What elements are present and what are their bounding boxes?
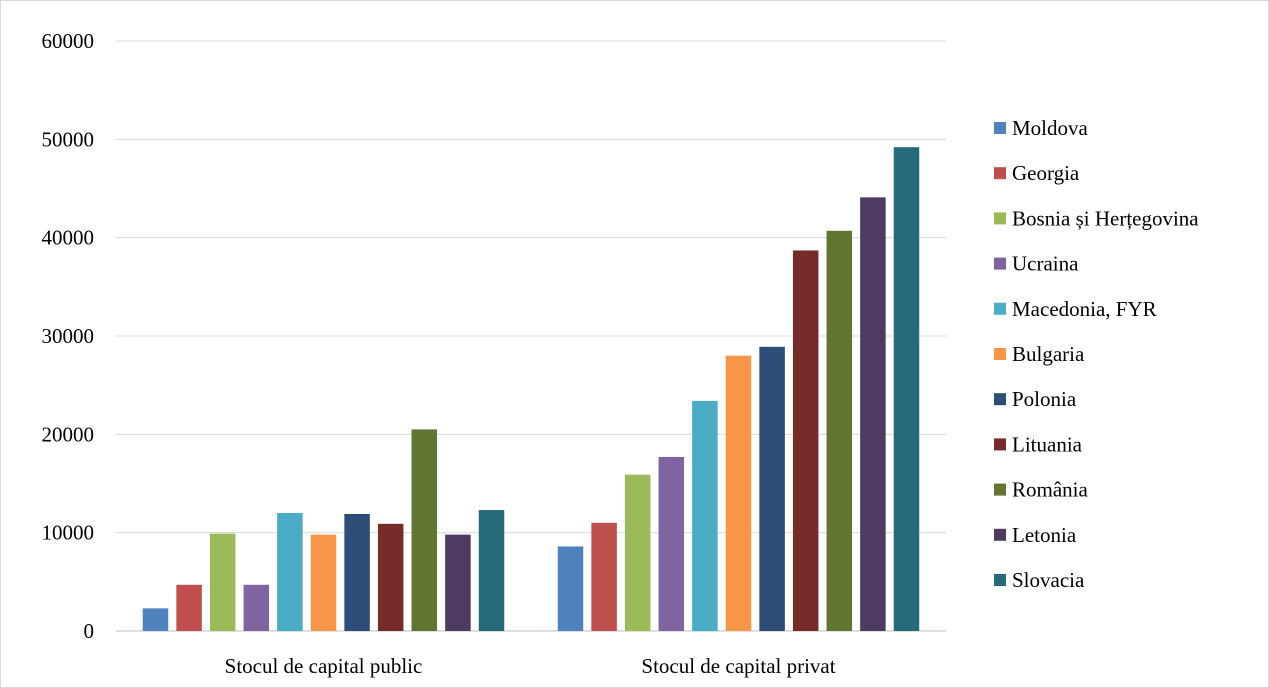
legend-label: Polonia bbox=[1012, 387, 1077, 411]
bars bbox=[142, 147, 920, 632]
bar bbox=[445, 534, 471, 631]
legend-swatch bbox=[994, 302, 1006, 315]
legend-swatch bbox=[994, 574, 1006, 586]
bar bbox=[860, 197, 886, 631]
legend-swatch bbox=[994, 438, 1006, 451]
bar bbox=[792, 250, 819, 631]
bar bbox=[624, 474, 651, 631]
bar bbox=[692, 400, 718, 631]
legend-swatch bbox=[994, 528, 1006, 541]
legend-label: Bosnia și Herțegovina bbox=[1012, 206, 1199, 230]
y-tick-label: 10000 bbox=[42, 521, 95, 545]
legend-swatch bbox=[994, 483, 1006, 496]
y-tick-label: 40000 bbox=[42, 226, 95, 250]
x-axis: Stocul de capital public Stocul de capita… bbox=[225, 654, 836, 678]
y-axis-ticks: 0 10000 20000 30000 40000 50000 60000 bbox=[42, 29, 95, 643]
bar bbox=[658, 456, 685, 631]
legend-label: Slovacia bbox=[1012, 568, 1085, 592]
legend-swatch bbox=[994, 122, 1006, 134]
gridlines bbox=[116, 40, 946, 632]
legend-swatch bbox=[994, 167, 1006, 180]
bar bbox=[759, 346, 785, 631]
y-tick-label: 0 bbox=[84, 619, 95, 643]
legend-label: Macedonia, FYR bbox=[1012, 297, 1157, 321]
category-label: Stocul de capital public bbox=[225, 654, 423, 678]
category-label: Stocul de capital privat bbox=[641, 654, 835, 678]
legend-swatch bbox=[994, 393, 1006, 406]
y-tick-label: 50000 bbox=[42, 127, 95, 151]
y-tick-label: 30000 bbox=[42, 324, 95, 348]
legend-swatch bbox=[994, 212, 1006, 225]
y-tick-label: 60000 bbox=[42, 29, 95, 53]
bar bbox=[243, 584, 270, 631]
bar bbox=[344, 513, 370, 631]
bar bbox=[725, 355, 752, 631]
bar bbox=[176, 584, 202, 631]
bar bbox=[411, 429, 438, 631]
legend-label: Georgia bbox=[1012, 161, 1080, 185]
bar bbox=[377, 523, 404, 631]
bar bbox=[557, 546, 584, 631]
bar bbox=[142, 608, 169, 631]
legend-label: Ucraina bbox=[1012, 252, 1079, 276]
bar bbox=[826, 230, 853, 632]
bar bbox=[209, 533, 236, 631]
legend-label: Letonia bbox=[1012, 523, 1077, 547]
legend-swatch bbox=[994, 257, 1006, 270]
y-tick-label: 20000 bbox=[42, 422, 95, 446]
bar bbox=[591, 522, 617, 631]
bar bbox=[478, 510, 505, 631]
legend-label: Moldova bbox=[1012, 116, 1089, 140]
legend: Moldova Georgia Bosnia și Herțegovina Ucrai… bbox=[994, 116, 1199, 592]
bar bbox=[277, 513, 303, 631]
legend-label: Lituania bbox=[1012, 432, 1083, 456]
bar bbox=[310, 534, 337, 631]
legend-label: Bulgaria bbox=[1012, 342, 1085, 366]
legend-swatch bbox=[994, 348, 1006, 360]
bar bbox=[893, 147, 920, 631]
legend-label: România bbox=[1012, 478, 1088, 502]
